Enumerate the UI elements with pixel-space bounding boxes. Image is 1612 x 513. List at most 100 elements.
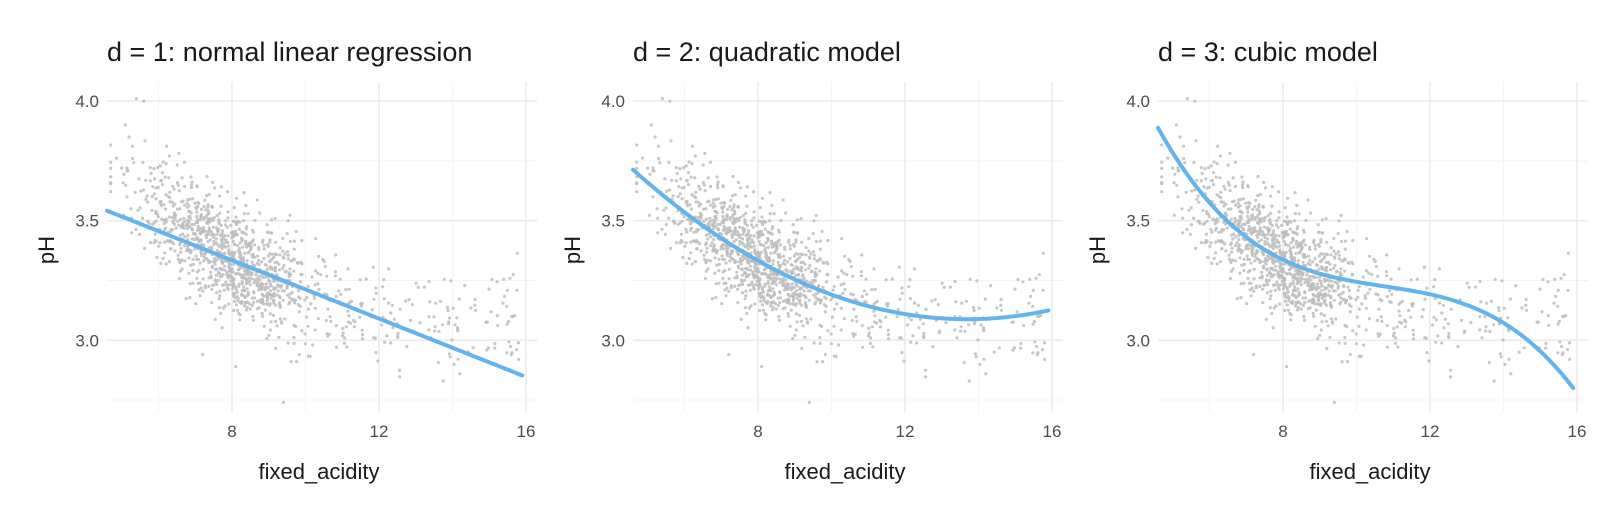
data-point	[839, 269, 844, 273]
data-point	[701, 181, 706, 185]
data-point	[1257, 239, 1261, 244]
data-point	[820, 229, 824, 233]
data-point	[1160, 190, 1164, 194]
data-point	[745, 185, 749, 189]
data-point	[485, 320, 489, 324]
data-point	[1294, 242, 1298, 246]
data-point	[248, 283, 252, 287]
data-point	[797, 313, 802, 317]
data-point	[189, 251, 193, 255]
data-point	[182, 216, 186, 220]
data-point	[1267, 229, 1271, 233]
data-point	[408, 318, 413, 322]
grid	[633, 82, 1063, 412]
data-point	[1322, 313, 1327, 317]
data-point	[1290, 266, 1294, 270]
data-point	[294, 360, 299, 364]
data-point	[708, 160, 712, 164]
data-point	[226, 190, 230, 194]
data-point	[1293, 219, 1297, 223]
data-point	[1262, 180, 1266, 184]
data-point	[236, 219, 240, 223]
data-point	[410, 303, 414, 307]
data-point	[212, 239, 216, 244]
data-point	[1298, 276, 1302, 280]
data-point	[1356, 295, 1360, 299]
data-point	[1237, 237, 1241, 242]
data-point	[1222, 204, 1226, 208]
data-point	[1323, 286, 1327, 290]
data-point	[370, 308, 374, 312]
data-point	[900, 351, 904, 355]
data-point	[358, 278, 362, 282]
data-point	[1205, 211, 1209, 215]
data-point	[372, 297, 376, 301]
data-point	[1041, 251, 1045, 255]
data-point	[1271, 326, 1275, 330]
data-point	[713, 271, 717, 275]
data-point	[854, 315, 858, 319]
data-point	[635, 143, 639, 147]
data-point	[1283, 294, 1287, 298]
data-point	[1297, 290, 1301, 294]
data-point	[724, 243, 728, 247]
data-point	[1241, 186, 1245, 190]
data-point	[201, 289, 205, 293]
data-point	[704, 259, 708, 263]
data-point	[223, 223, 228, 227]
data-point	[684, 227, 688, 231]
data-point	[234, 233, 239, 237]
data-point	[1256, 257, 1260, 261]
data-point	[737, 283, 741, 287]
data-point	[912, 267, 916, 271]
data-point	[770, 282, 774, 286]
data-point	[859, 270, 863, 274]
data-point	[1306, 261, 1310, 265]
data-point	[747, 306, 751, 310]
data-point	[449, 279, 453, 283]
data-point	[191, 269, 195, 273]
data-point	[290, 290, 294, 295]
data-point	[234, 303, 238, 307]
data-point	[156, 166, 160, 170]
data-point	[1242, 262, 1246, 266]
data-point	[771, 287, 775, 291]
data-point	[696, 200, 700, 204]
data-point	[238, 241, 242, 245]
data-point	[1323, 294, 1327, 298]
data-point	[1370, 273, 1374, 277]
data-point	[230, 279, 234, 284]
data-point	[1324, 252, 1328, 256]
data-point	[1328, 335, 1332, 339]
data-point	[164, 193, 168, 197]
data-point	[801, 273, 805, 277]
data-point	[252, 291, 256, 295]
data-point	[811, 250, 816, 254]
data-point	[265, 243, 270, 247]
data-point	[1484, 325, 1488, 329]
data-point	[773, 276, 777, 280]
data-point	[246, 212, 250, 216]
data-point	[1336, 250, 1341, 254]
data-point	[1316, 243, 1321, 247]
data-point	[177, 189, 181, 193]
data-point	[1239, 296, 1243, 300]
data-point	[173, 216, 177, 220]
data-point	[1309, 211, 1313, 215]
data-point	[245, 294, 249, 298]
data-point	[829, 298, 833, 302]
data-point	[1257, 205, 1261, 209]
data-point	[286, 293, 290, 297]
data-point	[1478, 315, 1482, 319]
data-point	[1306, 277, 1310, 281]
data-point	[202, 259, 206, 263]
data-point	[209, 270, 213, 274]
data-point	[823, 295, 827, 299]
data-point	[1228, 151, 1232, 155]
data-point	[683, 244, 687, 248]
data-point	[210, 266, 215, 270]
data-point	[250, 273, 254, 277]
data-point	[1281, 231, 1285, 235]
data-point	[240, 292, 244, 296]
data-point	[248, 307, 252, 311]
